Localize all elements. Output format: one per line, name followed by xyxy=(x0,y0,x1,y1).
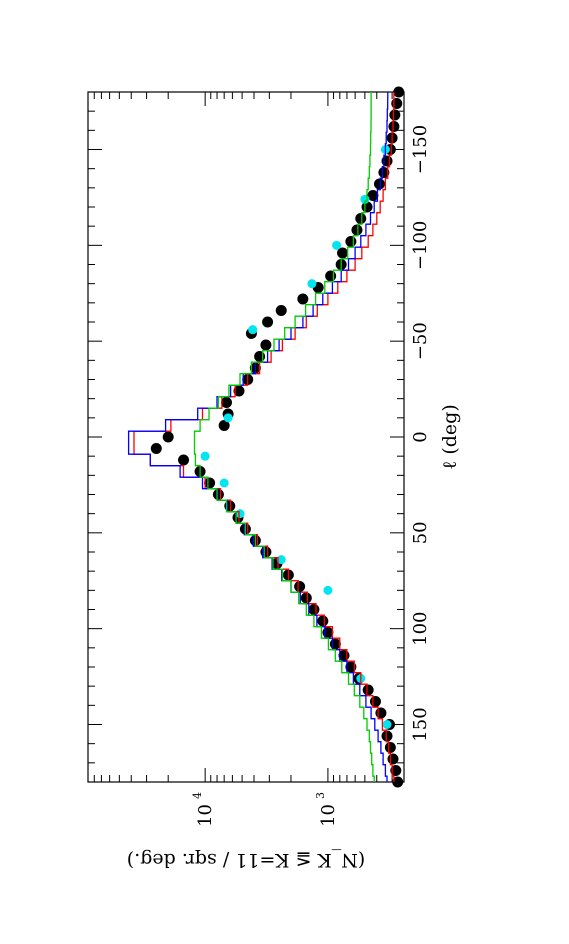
data-point xyxy=(345,236,357,247)
data-point xyxy=(355,213,367,224)
data-point xyxy=(345,661,357,673)
data-point xyxy=(248,325,258,335)
data-point xyxy=(317,615,329,627)
data-point xyxy=(381,155,393,167)
data-point xyxy=(260,339,272,351)
data-point xyxy=(220,397,232,408)
data-point xyxy=(388,121,400,132)
data-point xyxy=(294,581,306,592)
series-line xyxy=(133,92,395,782)
x-tick-label: 100 xyxy=(410,611,431,645)
data-point xyxy=(254,351,266,362)
x-axis-label: ℓ (deg) xyxy=(439,404,461,470)
data-point xyxy=(275,305,287,316)
data-point xyxy=(235,509,245,519)
y-tick-label: 10 xyxy=(195,804,216,827)
data-point xyxy=(297,293,309,305)
x-tick-label: −100 xyxy=(410,221,431,270)
x-tick-label: 150 xyxy=(410,707,431,741)
axis-labels: 150 100 50 0 −50 −100 −150 10 4 10 3 ℓ (deg) (N_K ≦ … xyxy=(127,125,461,871)
data-point xyxy=(390,765,402,776)
data-point xyxy=(219,478,229,488)
data-point xyxy=(381,730,393,742)
data-point xyxy=(276,555,286,565)
data-point xyxy=(337,247,349,259)
data-point xyxy=(375,707,387,719)
data-point xyxy=(373,178,385,190)
data-point xyxy=(233,385,245,397)
data-point xyxy=(367,190,379,201)
data-point xyxy=(204,477,216,489)
data-point xyxy=(332,240,342,250)
data-point xyxy=(162,431,174,443)
data-point xyxy=(391,98,403,109)
y-tick-exponent: 3 xyxy=(314,792,327,799)
data-point xyxy=(260,546,272,558)
dot-series-1 xyxy=(200,145,392,729)
data-point xyxy=(392,776,404,788)
data-point xyxy=(325,270,337,282)
step-series-2 xyxy=(133,92,395,782)
data-point xyxy=(387,753,399,765)
data-point xyxy=(323,585,333,595)
x-tick-label: 0 xyxy=(410,431,431,442)
data-point xyxy=(300,592,312,604)
series-layer xyxy=(127,86,405,788)
y-axis-label: (N_K ≦ K=11 / sqr. deg.) xyxy=(127,849,366,871)
data-point xyxy=(369,696,381,707)
data-point xyxy=(212,489,224,500)
data-point xyxy=(218,420,230,431)
y-tick-exponent: 4 xyxy=(191,792,204,799)
data-point xyxy=(150,443,162,454)
series-line xyxy=(193,92,375,782)
data-point xyxy=(200,451,210,461)
data-point xyxy=(223,413,233,423)
data-point xyxy=(307,279,317,289)
data-point xyxy=(262,316,274,328)
data-point xyxy=(308,604,320,615)
x-tick-label: 50 xyxy=(410,521,431,544)
data-point xyxy=(362,684,374,696)
data-point xyxy=(389,109,401,121)
dot-series-0 xyxy=(150,86,405,788)
data-point xyxy=(384,742,396,753)
y-tick-label: 10 xyxy=(318,804,339,827)
data-point xyxy=(178,454,190,466)
x-tick-label: −50 xyxy=(410,322,431,360)
data-point xyxy=(382,720,392,729)
data-point xyxy=(378,167,390,178)
data-point xyxy=(393,86,405,98)
data-point xyxy=(351,224,363,236)
x-tick-label: −150 xyxy=(410,125,431,174)
axis-ticks xyxy=(87,91,404,783)
step-series-4 xyxy=(193,92,375,782)
